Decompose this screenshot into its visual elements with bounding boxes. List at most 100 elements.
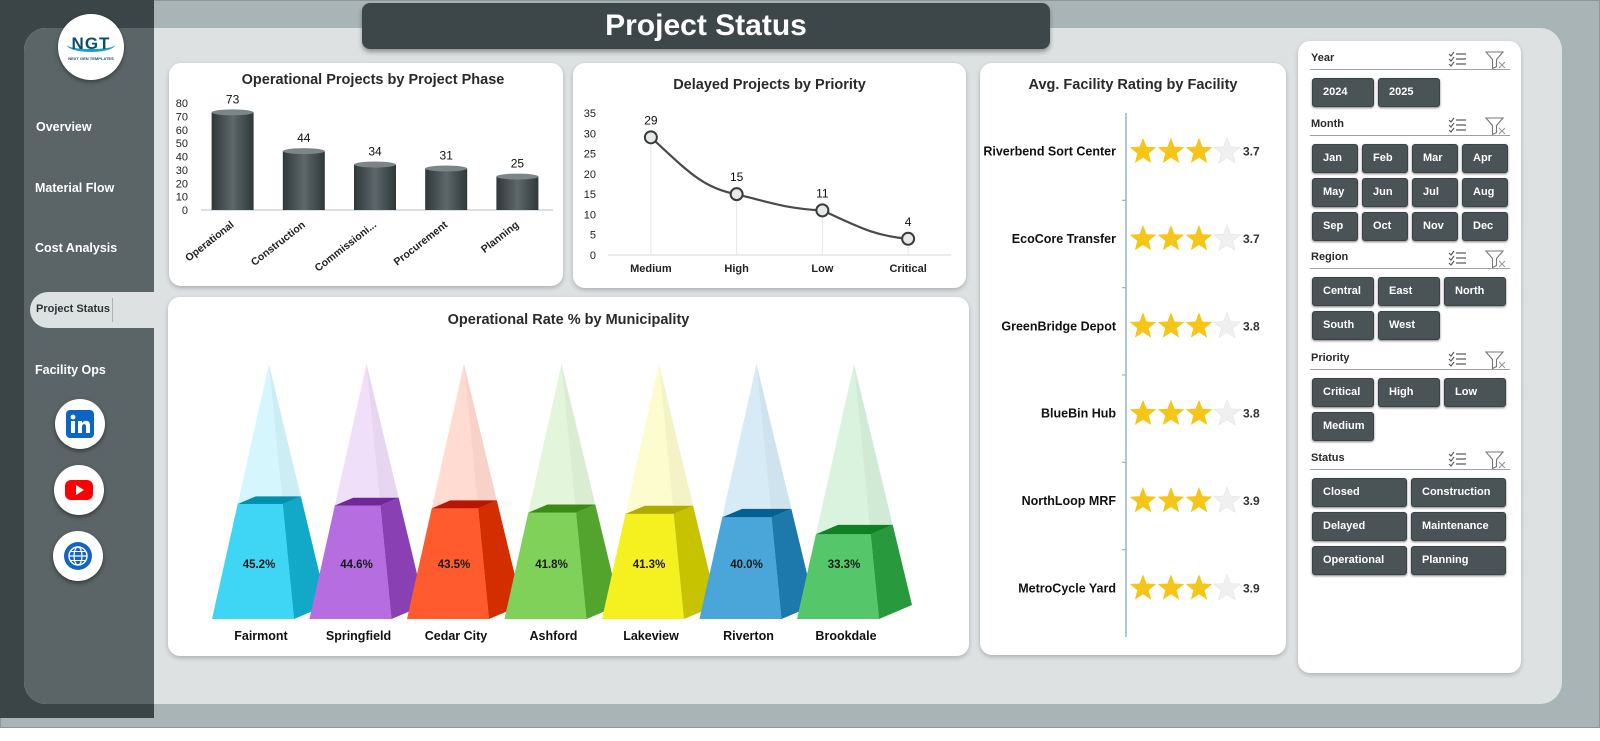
clear-filter-icon[interactable] <box>1484 451 1506 470</box>
multi-select-icon[interactable] <box>1448 451 1466 467</box>
nav-item-cost-analysis[interactable]: Cost Analysis <box>35 241 118 255</box>
clear-filter-icon[interactable] <box>1484 250 1506 269</box>
nav-item-overview[interactable]: Overview <box>36 120 92 134</box>
slicer-option[interactable]: Sep <box>1312 212 1358 241</box>
slicer-option[interactable]: May <box>1312 178 1358 207</box>
bar-top <box>431 500 497 509</box>
slicer-option[interactable]: West <box>1378 311 1440 340</box>
check-mark <box>1448 127 1455 133</box>
slicer-region: Region Central East North South West <box>1310 249 1510 340</box>
slicer-option[interactable]: Jul <box>1412 178 1458 207</box>
nav-item-project-status[interactable]: Project Status <box>30 292 154 328</box>
bar <box>425 168 468 210</box>
bar-top <box>625 505 694 514</box>
slicer-option[interactable]: Dec <box>1462 212 1508 241</box>
star-icon <box>1185 399 1213 425</box>
y-tick-label: 35 <box>584 108 596 120</box>
multi-select-icon[interactable] <box>1448 351 1466 367</box>
x-tick-label: Commissioni... <box>313 219 379 274</box>
bar <box>282 151 325 210</box>
slicer-icons <box>1446 450 1510 470</box>
slicer-option[interactable]: 2024 <box>1312 78 1374 107</box>
y-tick-label: 30 <box>584 128 596 140</box>
y-tick-label: 15 <box>584 189 596 201</box>
slicer-option[interactable]: Aug <box>1462 178 1508 207</box>
youtube-icon <box>65 480 93 500</box>
nav-item-facility-ops[interactable]: Facility Ops <box>35 363 106 377</box>
multi-select-icon[interactable] <box>1448 117 1466 133</box>
slicer-option[interactable]: Operational <box>1312 546 1407 575</box>
slicer-option[interactable]: Medium <box>1312 412 1374 441</box>
bar-cap <box>496 173 539 180</box>
slicer-option[interactable]: Jun <box>1362 178 1408 207</box>
clear-x <box>1498 127 1506 135</box>
star-icon <box>1129 487 1157 513</box>
data-point <box>815 203 830 218</box>
slicer-option[interactable]: Closed <box>1312 478 1407 507</box>
slicer-option[interactable]: East <box>1378 277 1440 306</box>
nav-item-material-flow[interactable]: Material Flow <box>35 181 115 195</box>
bar <box>354 164 396 210</box>
logo: NGT NEXT GEN TEMPLATES <box>58 14 124 80</box>
data-label: 45.2% <box>243 559 276 571</box>
x-tick-label: Planning <box>479 219 521 256</box>
slicer-option[interactable]: Apr <box>1462 144 1508 173</box>
logo-text: NGT <box>71 34 111 53</box>
slicer-option[interactable]: Low <box>1444 378 1506 407</box>
clear-x <box>1498 361 1506 369</box>
star-icon <box>1185 137 1213 163</box>
check-mark <box>1448 260 1455 266</box>
check-mark <box>1448 51 1455 57</box>
slicer-option[interactable]: Delayed <box>1312 512 1407 541</box>
clear-filter-icon[interactable] <box>1484 117 1506 136</box>
slicer-option[interactable]: Construction <box>1411 478 1506 507</box>
facility-chart-card: Avg. Facility Rating by Facility Riverbe… <box>980 63 1286 655</box>
star-icon <box>1157 399 1185 425</box>
slicer-option[interactable]: South <box>1312 311 1374 340</box>
website-button[interactable] <box>53 531 103 581</box>
clear-filter-icon[interactable] <box>1484 51 1506 70</box>
bar-top <box>815 524 893 535</box>
x-tick-label: Operational <box>183 219 236 264</box>
star-icon <box>1129 312 1157 338</box>
slicer-option[interactable]: Oct <box>1362 212 1408 241</box>
bar-top <box>237 496 301 504</box>
slicer-option[interactable]: Mar <box>1412 144 1458 173</box>
linkedin-button[interactable] <box>55 399 105 449</box>
slicer-option[interactable]: Nov <box>1412 212 1458 241</box>
bar-cap <box>425 165 468 172</box>
slicer-option[interactable]: Critical <box>1312 378 1374 407</box>
data-label: 41.3% <box>633 559 666 571</box>
star-icon <box>1129 574 1157 600</box>
slicer-header: Priority <box>1310 350 1510 370</box>
multi-select-icon[interactable] <box>1448 51 1466 67</box>
data-label: 29 <box>644 113 658 127</box>
bar <box>496 176 539 210</box>
page-title-bar: Project Status <box>362 3 1050 49</box>
slicer-option[interactable]: Planning <box>1411 546 1506 575</box>
bar-side <box>870 524 912 619</box>
slicer-title: Priority <box>1311 352 1350 364</box>
x-tick-label: Low <box>811 263 833 275</box>
clear-filter-icon[interactable] <box>1484 351 1506 370</box>
slicer-option[interactable]: Jan <box>1312 144 1358 173</box>
funnel-shape <box>1484 451 1505 470</box>
y-tick-label: 5 <box>590 230 596 242</box>
y-tick-label: 20 <box>176 178 188 190</box>
slicer-icons <box>1446 249 1510 269</box>
slicer-option[interactable]: Maintenance <box>1411 512 1506 541</box>
data-label: 3.7 <box>1243 232 1260 246</box>
multi-select-icon[interactable] <box>1448 250 1466 266</box>
slicer-option[interactable]: High <box>1378 378 1440 407</box>
slicer-toolbar <box>1448 451 1506 470</box>
slicer-option[interactable]: Feb <box>1362 144 1408 173</box>
star-icon <box>1157 225 1185 251</box>
youtube-button[interactable] <box>54 465 104 515</box>
check-mark <box>1448 451 1455 457</box>
slicer-option[interactable]: 2025 <box>1378 78 1440 107</box>
municipality-chart-title: Operational Rate % by Municipality <box>447 312 690 328</box>
slicer-option[interactable]: North <box>1444 277 1506 306</box>
check-mark <box>1448 117 1455 123</box>
slicer-option[interactable]: Central <box>1312 277 1374 306</box>
slicer-header: Status <box>1310 450 1510 470</box>
